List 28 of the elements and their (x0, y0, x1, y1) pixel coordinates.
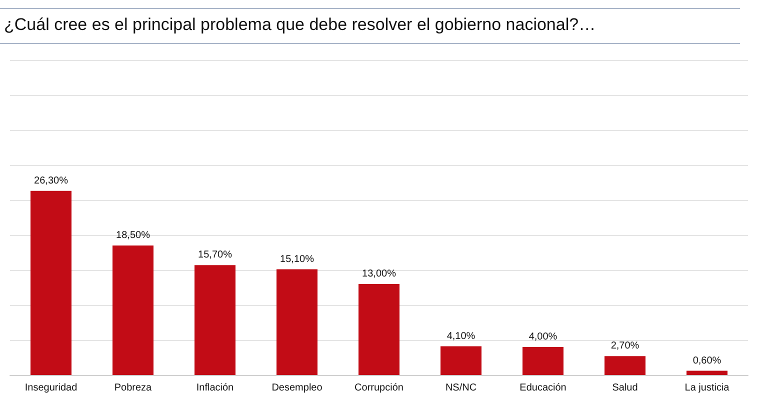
x-tick-label: NS/NC (445, 382, 477, 394)
bar (30, 190, 72, 375)
x-tick-label: Inflación (196, 382, 234, 394)
data-label: 18,50% (116, 230, 150, 241)
data-label: 13,00% (362, 268, 396, 280)
x-tick-label: Desempleo (272, 382, 323, 394)
chart-title: ¿Cuál cree es el principal problema que debe resolver el gobierno nacional?… (0, 8, 740, 44)
x-tick-label: Pobreza (114, 382, 152, 394)
data-label: 0,60% (692, 355, 722, 366)
bar (276, 269, 318, 375)
x-tick-label: Inseguridad (24, 382, 78, 394)
x-tick-label: Educación (520, 382, 566, 394)
x-tick-label: La justicia (684, 382, 730, 394)
data-label: 15,10% (280, 254, 314, 265)
bar (440, 346, 482, 375)
bar (522, 347, 564, 375)
bar (358, 284, 400, 375)
x-tick-label: Salud (612, 382, 638, 394)
data-label: 4,10% (446, 330, 476, 342)
bar (686, 370, 728, 375)
bar (112, 246, 154, 375)
bar (194, 265, 236, 375)
data-label: 26,30% (34, 175, 68, 186)
data-label: 2,70% (610, 340, 640, 352)
x-tick-label: Corrupción (354, 382, 404, 394)
data-label: 4,00% (528, 332, 558, 342)
data-label: 15,70% (198, 250, 232, 261)
bar (604, 356, 646, 375)
